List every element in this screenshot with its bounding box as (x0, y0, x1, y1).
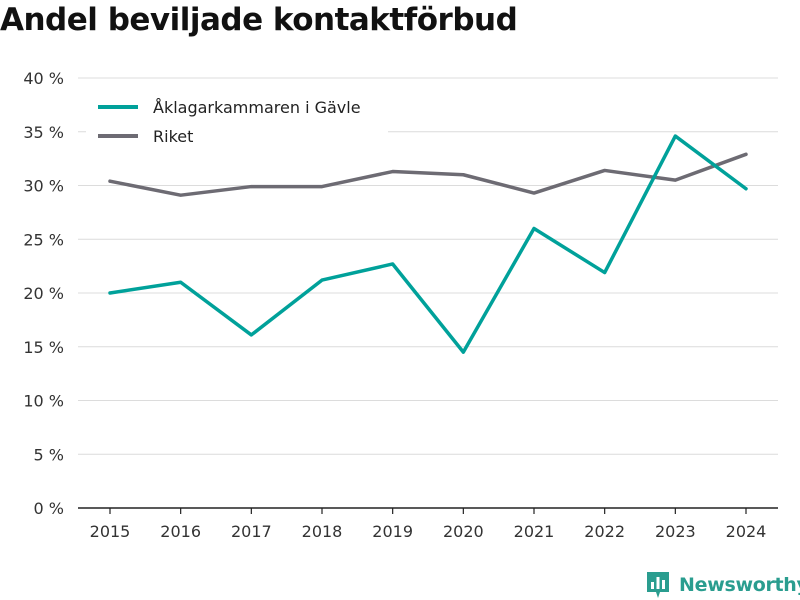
bar-chart-icon (647, 572, 669, 598)
data-point (744, 152, 748, 156)
series-line-1 (108, 134, 748, 354)
x-tick-label: 2015 (90, 522, 131, 541)
data-point (532, 227, 536, 230)
chart-title: Andel beviljade kontaktförbud (0, 2, 518, 38)
data-point (179, 280, 183, 284)
data-point (108, 291, 112, 295)
legend-background (86, 88, 388, 152)
y-tick-label: 40 % (23, 69, 64, 88)
y-axis-tick-labels: 0 % 5 % 10 % 15 % 20 % 25 % 30 % 35 % 40 % (23, 69, 64, 518)
data-point (108, 179, 112, 183)
y-tick-label: 35 % (23, 123, 64, 142)
series-line-2 (108, 152, 748, 197)
data-point (603, 271, 607, 275)
legend: Åklagarkammaren i Gävle Riket (86, 88, 388, 152)
data-point (603, 168, 607, 172)
data-point (179, 193, 183, 197)
legend-label: Åklagarkammaren i Gävle (153, 98, 361, 117)
brand-name: Newsworthy (679, 574, 800, 596)
data-point (391, 262, 395, 266)
data-point (673, 134, 677, 138)
y-tick-label: 0 % (34, 499, 64, 518)
data-point (461, 173, 465, 177)
data-point (532, 191, 536, 195)
newsworthy-logo: Newsworthy (645, 570, 800, 600)
y-tick-label: 20 % (23, 284, 64, 303)
data-point (391, 170, 395, 174)
x-tick-label: 2017 (231, 522, 272, 541)
data-point (461, 350, 465, 354)
legend-label: Riket (153, 127, 193, 146)
x-tick-label: 2019 (372, 522, 413, 541)
x-tick-label: 2020 (443, 522, 484, 541)
data-point (673, 178, 677, 182)
data-point (320, 185, 324, 189)
x-tick-label: 2024 (726, 522, 767, 541)
x-tick-label: 2022 (584, 522, 625, 541)
x-axis: 2015 2016 2017 2018 2019 2020 2021 2022 2023 2024 (78, 507, 778, 541)
data-point (320, 278, 324, 282)
y-tick-label: 30 % (23, 177, 64, 196)
x-tick-label: 2021 (514, 522, 555, 541)
y-tick-label: 25 % (23, 230, 64, 249)
series-lines (108, 134, 748, 354)
data-point (744, 187, 748, 191)
x-tick-label: 2018 (302, 522, 343, 541)
y-tick-label: 15 % (23, 338, 64, 357)
x-tick-label: 2023 (655, 522, 696, 541)
y-tick-label: 5 % (34, 445, 64, 464)
data-point (249, 185, 253, 189)
y-tick-label: 10 % (23, 392, 64, 411)
x-tick-label: 2016 (160, 522, 201, 541)
data-point (249, 333, 253, 337)
